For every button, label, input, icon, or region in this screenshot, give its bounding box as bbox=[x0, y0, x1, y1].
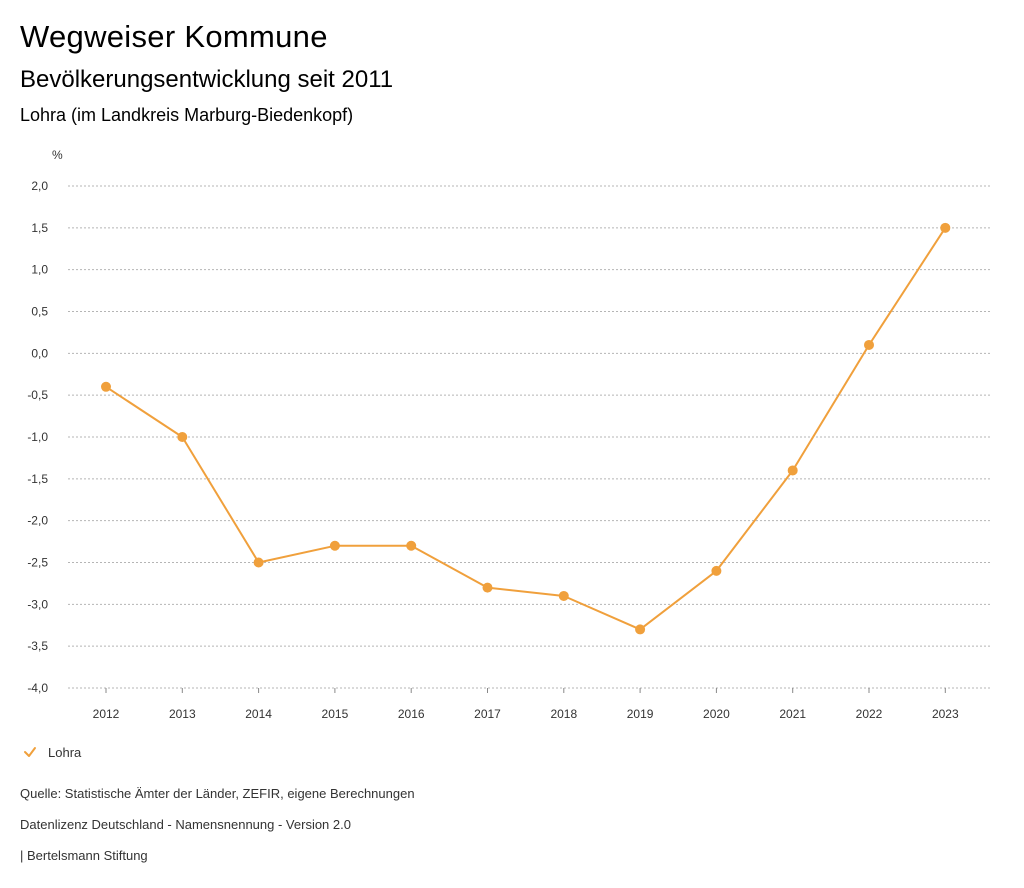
x-tick-label: 2012 bbox=[93, 707, 120, 721]
data-point[interactable] bbox=[864, 339, 874, 350]
x-axis-ticks: 2012 2013 2014 2015 2016 2017 2018 2019 2020 2021… bbox=[93, 688, 959, 721]
data-point[interactable] bbox=[329, 540, 340, 551]
x-tick-label: 2016 bbox=[398, 707, 425, 721]
x-tick-label: 2014 bbox=[245, 707, 272, 721]
y-tick-label: 1,5 bbox=[31, 221, 48, 235]
y-tick-label: -2,0 bbox=[27, 514, 48, 528]
x-tick-label: 2018 bbox=[550, 707, 577, 721]
y-tick-label: -3,5 bbox=[27, 639, 48, 653]
license-note: Datenlizenz Deutschland - Namensnennung … bbox=[20, 817, 351, 832]
data-point[interactable] bbox=[482, 582, 493, 593]
x-tick-label: 2021 bbox=[779, 707, 806, 721]
y-tick-label: 2,0 bbox=[31, 179, 48, 193]
data-point[interactable] bbox=[940, 222, 951, 233]
x-tick-label: 2013 bbox=[169, 707, 196, 721]
grid-lines bbox=[68, 185, 990, 689]
region-label: Lohra (im Landkreis Marburg-Biedenkopf) bbox=[20, 105, 354, 125]
data-point[interactable] bbox=[711, 565, 722, 576]
data-point[interactable] bbox=[635, 624, 646, 635]
line-chart: % 2,0 1,5 1,0 0,5 0,0 -0,5 -1,0 -1,5 -2,0 -2,5 -3,… bbox=[27, 148, 990, 721]
y-axis-unit: % bbox=[52, 148, 63, 162]
x-tick-label: 2017 bbox=[474, 707, 501, 721]
y-tick-label: 1,0 bbox=[31, 263, 48, 277]
x-tick-label: 2023 bbox=[932, 707, 959, 721]
y-tick-label: -3,0 bbox=[27, 597, 48, 611]
y-tick-label: 0,5 bbox=[31, 305, 48, 319]
y-tick-label: 0,0 bbox=[31, 346, 48, 360]
x-tick-label: 2019 bbox=[627, 707, 654, 721]
y-tick-label: -0,5 bbox=[27, 388, 48, 402]
chart-subtitle: Bevölkerungsentwicklung seit 2011 bbox=[20, 66, 394, 93]
series-line bbox=[105, 227, 947, 631]
y-axis-ticks: 2,0 1,5 1,0 0,5 0,0 -0,5 -1,0 -1,5 -2,0 -2,5 -3,0 -… bbox=[27, 179, 48, 695]
series-lohra bbox=[101, 222, 951, 635]
y-tick-label: -2,5 bbox=[27, 556, 48, 570]
data-point[interactable] bbox=[558, 590, 569, 601]
data-point[interactable] bbox=[101, 381, 111, 392]
x-tick-label: 2020 bbox=[703, 707, 730, 721]
y-tick-label: -4,0 bbox=[27, 681, 48, 695]
source-note: Quelle: Statistische Ämter der Länder, Z… bbox=[20, 786, 415, 801]
x-tick-label: 2022 bbox=[856, 707, 883, 721]
legend-label: Lohra bbox=[48, 744, 82, 760]
y-tick-label: -1,5 bbox=[27, 472, 48, 486]
data-point[interactable] bbox=[406, 540, 417, 551]
page-title: Wegweiser Kommune bbox=[20, 19, 328, 54]
publisher-note: | Bertelsmann Stiftung bbox=[20, 848, 148, 863]
data-point[interactable] bbox=[177, 432, 188, 442]
y-tick-label: -1,0 bbox=[27, 430, 48, 444]
legend[interactable]: Lohra bbox=[22, 744, 81, 760]
x-tick-label: 2015 bbox=[322, 707, 349, 721]
check-icon bbox=[24, 747, 36, 757]
data-point[interactable] bbox=[787, 465, 798, 476]
data-point[interactable] bbox=[253, 557, 264, 568]
